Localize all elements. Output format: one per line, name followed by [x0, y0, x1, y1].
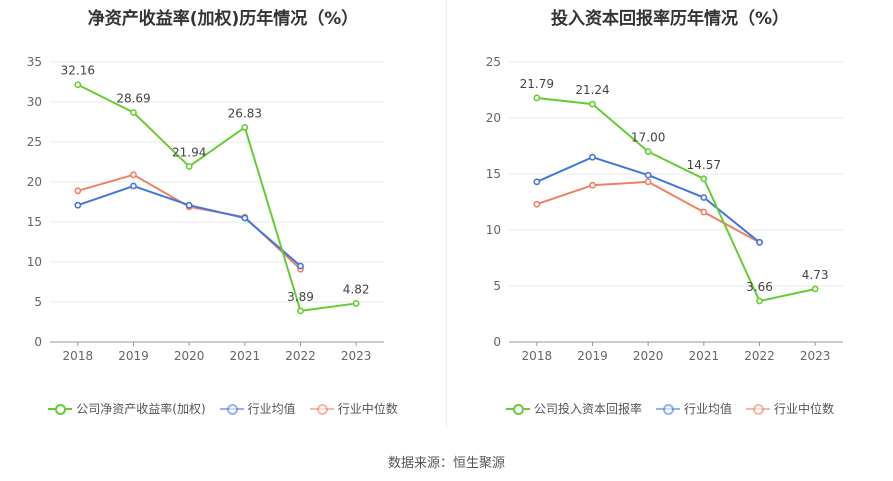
legend-marker-icon — [746, 403, 770, 415]
roic-line-chart: 0 5 10 15 20 25 2018 2019 2020 2021 2022 2023 21.79 2… — [486, 55, 843, 363]
y-tick-label: 25 — [486, 55, 501, 69]
data-point — [700, 175, 708, 183]
data-point — [74, 201, 82, 209]
legend-item[interactable]: 行业均值 — [219, 400, 296, 417]
data-point — [185, 201, 193, 209]
series-line — [536, 180, 760, 244]
data-label: 21.94 — [172, 145, 206, 159]
data-point — [297, 262, 304, 270]
data-point — [644, 171, 652, 179]
data-label: 32.16 — [61, 64, 95, 78]
legend-item[interactable]: 公司投入资本回报率 — [505, 400, 642, 417]
y-tick-label: 35 — [27, 55, 42, 69]
data-point — [756, 238, 763, 246]
y-tick-label: 5 — [34, 295, 42, 309]
data-point — [533, 178, 541, 186]
data-point — [700, 194, 708, 201]
x-tick-label: 2021 — [689, 349, 720, 363]
x-tick-label: 2023 — [800, 349, 831, 363]
chart-panel-roe: 净资产收益率(加权)历年情况（%） 0 5 10 15 20 25 30 35 2018 2019… — [0, 0, 446, 440]
y-tick-label: 10 — [27, 255, 42, 269]
data-point — [185, 163, 193, 170]
series-line — [77, 83, 357, 312]
data-point — [130, 109, 137, 116]
data-point — [130, 171, 137, 179]
legend-item[interactable]: 公司净资产收益率(加权) — [48, 400, 206, 417]
y-tick-label: 30 — [27, 95, 42, 109]
legend-label: 公司净资产收益率(加权) — [76, 402, 206, 416]
data-point — [589, 181, 596, 189]
data-point — [297, 307, 304, 315]
legend-label: 行业中位数 — [337, 402, 398, 416]
panel-divider — [446, 0, 447, 428]
data-label: 17.00 — [631, 131, 665, 145]
y-tick-label: 0 — [493, 335, 501, 349]
x-tick-label: 2018 — [63, 349, 94, 363]
data-point — [74, 187, 82, 195]
data-point — [533, 200, 541, 208]
legend-label: 行业均值 — [683, 402, 732, 416]
legend-item[interactable]: 行业中位数 — [309, 400, 398, 417]
chart-legend: 公司投入资本回报率 行业均值 行业中位数 — [447, 400, 893, 417]
legend-marker-icon — [309, 403, 334, 415]
legend-label: 行业中位数 — [774, 402, 835, 416]
legend-item[interactable]: 行业均值 — [655, 400, 732, 417]
data-point — [241, 214, 249, 222]
data-label: 3.89 — [287, 290, 314, 304]
data-point — [756, 297, 763, 305]
y-tick-label: 10 — [486, 223, 501, 237]
data-point — [811, 285, 819, 293]
x-tick-label: 2023 — [341, 349, 372, 363]
roe-line-chart: 0 5 10 15 20 25 30 35 2018 2019 2020 2021 2022 2023 32… — [27, 55, 384, 363]
chart-panel-roic: 投入资本回报率历年情况（%） 0 5 10 15 20 25 2018 2019 2020 202… — [447, 0, 893, 440]
y-tick-label: 15 — [27, 215, 42, 229]
legend-marker-icon — [655, 403, 680, 415]
legend-marker-icon — [48, 403, 73, 415]
x-tick-label: 2019 — [577, 349, 608, 363]
legend-label: 公司投入资本回报率 — [533, 402, 642, 416]
data-label: 4.73 — [802, 268, 829, 282]
data-point — [644, 148, 652, 155]
data-label: 21.79 — [520, 77, 554, 91]
x-tick-label: 2020 — [633, 349, 664, 363]
data-label: 14.57 — [687, 158, 721, 172]
legend-label: 行业均值 — [247, 402, 296, 416]
data-point — [533, 94, 541, 102]
y-tick-label: 5 — [493, 279, 501, 293]
data-label: 26.83 — [228, 106, 262, 120]
legend-marker-icon — [219, 403, 244, 415]
data-point — [589, 153, 596, 161]
data-point — [130, 182, 137, 190]
series-line — [536, 96, 816, 303]
data-point — [241, 123, 249, 131]
data-source-note: 数据来源：恒生聚源 — [387, 456, 505, 471]
x-tick-label: 2020 — [174, 349, 205, 363]
chart-title: 投入资本回报率历年情况（%） — [550, 9, 790, 29]
data-label: 28.69 — [116, 91, 150, 105]
data-label: 3.66 — [746, 280, 773, 294]
x-tick-label: 2018 — [522, 349, 553, 363]
data-label: 21.24 — [575, 83, 609, 97]
data-point — [352, 300, 360, 307]
data-point — [644, 178, 652, 186]
data-point — [74, 81, 82, 89]
data-point — [700, 208, 708, 216]
chart-title: 净资产收益率(加权)历年情况（%） — [87, 9, 359, 29]
x-tick-label: 2022 — [744, 349, 775, 363]
data-point — [589, 100, 596, 108]
legend-marker-icon — [505, 403, 530, 415]
y-tick-label: 20 — [27, 175, 42, 189]
y-tick-label: 15 — [486, 167, 501, 181]
chart-legend: 公司净资产收益率(加权) 行业均值 行业中位数 — [0, 400, 446, 417]
y-tick-label: 20 — [486, 111, 501, 125]
x-tick-label: 2022 — [285, 349, 316, 363]
data-label: 4.82 — [343, 282, 370, 296]
legend-item[interactable]: 行业中位数 — [746, 400, 834, 417]
y-tick-label: 25 — [27, 135, 42, 149]
x-tick-label: 2021 — [230, 349, 261, 363]
x-tick-label: 2019 — [118, 349, 149, 363]
y-tick-label: 0 — [34, 335, 42, 349]
